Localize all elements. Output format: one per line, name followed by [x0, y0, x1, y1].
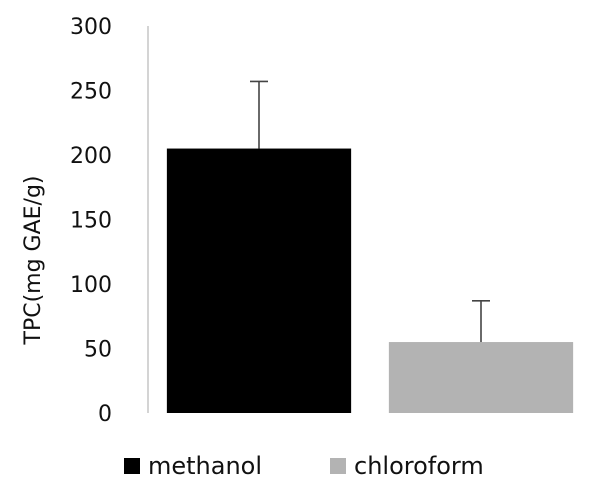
y-tick-label: 50 [84, 338, 112, 363]
legend: methanol chloroform [124, 452, 484, 480]
legend-swatch-methanol [124, 458, 140, 474]
y-tick-label: 250 [70, 80, 112, 105]
error-bar-group [250, 80, 490, 343]
bar-methanol [166, 148, 352, 414]
legend-label-chloroform: chloroform [354, 452, 484, 480]
y-tick-label: 200 [70, 144, 112, 169]
legend-swatch-chloroform [330, 458, 346, 474]
bar-group [166, 148, 574, 414]
y-tick-label: 150 [70, 209, 112, 234]
bar-chloroform [388, 342, 574, 413]
y-tick-label: 100 [70, 273, 112, 298]
y-tick-label: 300 [70, 15, 112, 40]
y-tick-labels: 0 50 100 150 200 250 300 [70, 15, 112, 427]
legend-label-methanol: methanol [148, 452, 262, 480]
y-axis-title: TPC(mg GAE/g) [21, 176, 46, 346]
y-tick-label: 0 [98, 402, 112, 427]
